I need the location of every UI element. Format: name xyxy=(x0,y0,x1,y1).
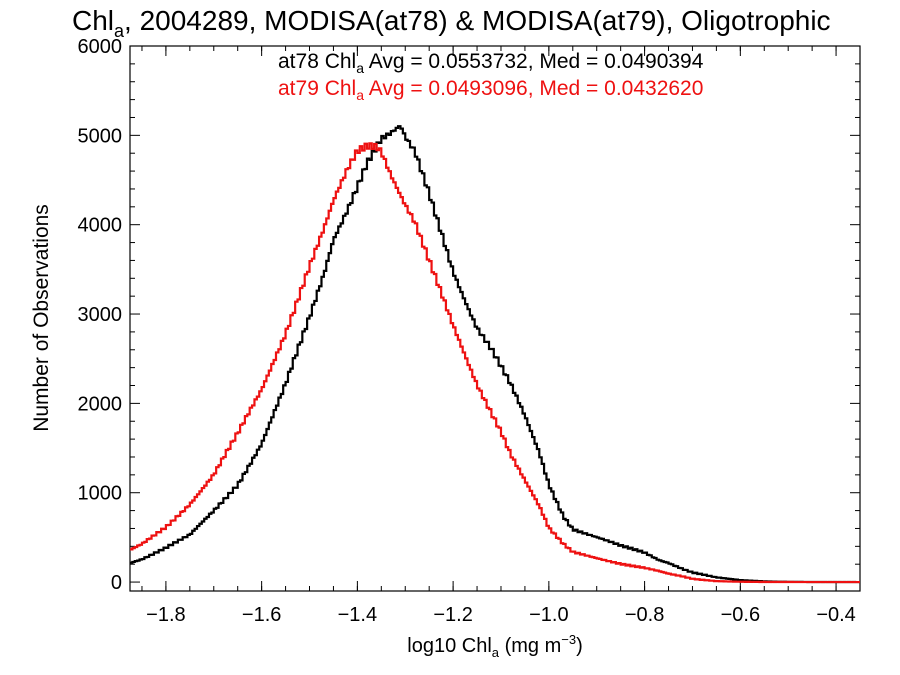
x-tick-label: −1.4 xyxy=(338,604,377,626)
stats-at78-main: at78 Chl xyxy=(278,50,356,73)
xlabel-close: ) xyxy=(576,635,583,657)
stats-at79-main: at79 Chl xyxy=(278,77,356,100)
x-tick-label: −0.6 xyxy=(721,604,760,626)
xlabel-main: log10 Chl xyxy=(407,635,492,657)
y-tick-label: 4000 xyxy=(78,215,123,237)
y-tick-label: 3000 xyxy=(78,304,123,326)
stats-at78-rest: Avg = 0.0553732, Med = 0.0490394 xyxy=(364,50,704,73)
series-line-at79 xyxy=(130,142,860,584)
series-stats-at78: at78 Chla Avg = 0.0553732, Med = 0.04903… xyxy=(278,50,704,76)
x-tick-label: −0.8 xyxy=(625,604,664,626)
stats-at79-rest: Avg = 0.0493096, Med = 0.0432620 xyxy=(364,77,703,100)
x-axis-ticks xyxy=(141,46,861,591)
y-tick-label: 1000 xyxy=(78,483,123,505)
y-tick-label: 5000 xyxy=(78,125,123,147)
y-tick-label: 0 xyxy=(111,572,122,594)
title-rest: , 2004289, MODISA(at78) & MODISA(at79), … xyxy=(124,5,831,36)
title-subscript: a xyxy=(114,21,125,41)
y-tick-label: 2000 xyxy=(78,393,123,415)
title-main: Chl xyxy=(72,5,114,36)
x-tick-label: −1.2 xyxy=(433,604,472,626)
series-line-at78 xyxy=(130,125,860,584)
plot-frame xyxy=(129,45,861,592)
x-tick-label: −1.6 xyxy=(242,604,281,626)
chart-title: Chla, 2004289, MODISA(at78) & MODISA(at7… xyxy=(72,5,831,41)
series-stats-at79: at79 Chla Avg = 0.0493096, Med = 0.04326… xyxy=(278,77,703,103)
y-axis-label: Number of Observations xyxy=(30,204,53,432)
x-tick-labels: −1.8 −1.6 −1.4 −1.2 −1.0 −0.8 −0.6 −0.4 xyxy=(146,604,856,626)
stats-at78-subscript: a xyxy=(356,60,364,76)
x-tick-label: −0.4 xyxy=(816,604,855,626)
stats-at79-subscript: a xyxy=(356,87,364,103)
x-tick-label: −1.0 xyxy=(529,604,568,626)
series-layer xyxy=(130,125,860,584)
x-tick-label: −1.8 xyxy=(146,604,185,626)
xlabel-unit: (mg m xyxy=(499,635,561,657)
xlabel-superscript: −3 xyxy=(561,632,576,647)
xlabel-subscript: a xyxy=(492,645,500,660)
y-axis-ticks xyxy=(130,45,860,583)
y-tick-labels: 0 1000 2000 3000 4000 5000 6000 xyxy=(78,36,123,594)
x-axis-label: log10 Chla (mg m−3) xyxy=(407,632,582,660)
y-tick-label: 6000 xyxy=(78,36,123,58)
